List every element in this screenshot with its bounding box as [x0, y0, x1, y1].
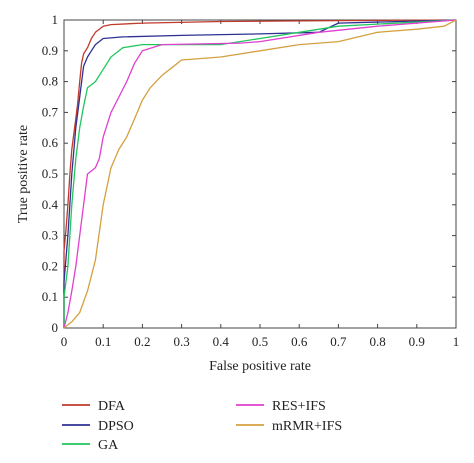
y-tick-label: 1 [52, 12, 59, 27]
y-tick-label: 0.4 [42, 197, 59, 212]
x-axis-ticks: 0 0.1 0.2 0.3 0.4 0.5 0.6 0.7 0.8 0.9 1 [61, 20, 460, 349]
x-tick-label: 0.2 [134, 334, 150, 349]
x-tick-label: 0 [61, 334, 68, 349]
y-tick-label: 0.2 [42, 258, 58, 273]
x-axis-title: False positive rate [209, 359, 311, 374]
x-tick-label: 0.4 [213, 334, 230, 349]
series-line-res-ifs [63, 19, 457, 329]
x-tick-label: 1 [453, 334, 460, 349]
x-tick-label: 0.1 [95, 334, 111, 349]
y-tick-label: 0.5 [42, 166, 58, 181]
x-tick-label: 0.3 [173, 334, 189, 349]
legend-label-dfa: DFA [98, 399, 126, 414]
x-tick-label: 0.5 [252, 334, 268, 349]
series-line-dfa [63, 19, 457, 328]
legend-label-dpso: DPSO [98, 419, 134, 434]
y-axis-title: True positive rate [16, 125, 31, 223]
legend: DFA DPSO GA RES+IFS mRMR+IFS [62, 399, 342, 453]
x-tick-label: 0.8 [369, 334, 385, 349]
legend-label-mrmr-ifs: mRMR+IFS [272, 419, 342, 434]
roc-curves [63, 19, 457, 329]
plot-border [63, 19, 457, 329]
y-tick-label: 0 [52, 320, 59, 335]
legend-label-ga: GA [98, 438, 119, 453]
y-axis-ticks: 0 0.1 0.2 0.3 0.4 0.5 0.6 0.7 0.8 0.9 1 [42, 12, 456, 335]
y-tick-label: 0.7 [42, 104, 59, 119]
y-tick-label: 0.3 [42, 228, 58, 243]
y-tick-label: 0.6 [42, 135, 59, 150]
series-line-dpso [63, 19, 457, 328]
series-line-ga [63, 19, 457, 328]
series-line-mrmr-ifs [63, 19, 457, 329]
legend-label-res-ifs: RES+IFS [272, 399, 326, 414]
y-tick-label: 0.9 [42, 43, 58, 58]
x-tick-label: 0.9 [409, 334, 425, 349]
y-tick-label: 0.1 [42, 289, 58, 304]
y-tick-label: 0.8 [42, 74, 58, 89]
plot-frame [63, 19, 457, 329]
x-tick-label: 0.6 [291, 334, 308, 349]
x-tick-label: 0.7 [330, 334, 347, 349]
